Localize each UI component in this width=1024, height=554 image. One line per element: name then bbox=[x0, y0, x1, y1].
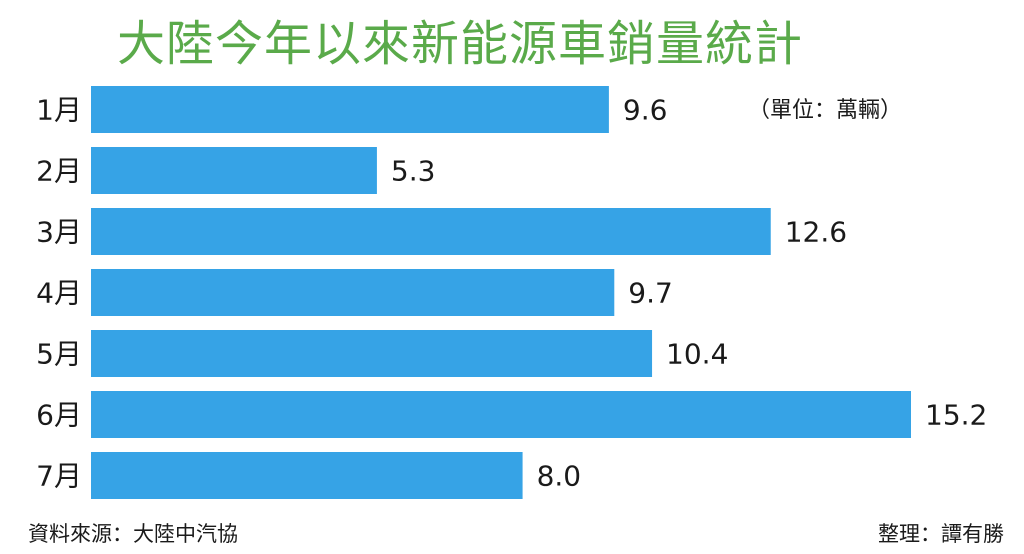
category-label: 7月 bbox=[36, 460, 82, 493]
bar bbox=[91, 269, 615, 316]
category-label: 5月 bbox=[36, 338, 82, 371]
value-label: 9.6 bbox=[623, 94, 668, 127]
value-label: 10.4 bbox=[666, 338, 728, 371]
category-label: 2月 bbox=[36, 155, 82, 188]
value-label: 5.3 bbox=[391, 155, 436, 188]
value-label: 12.6 bbox=[785, 216, 847, 249]
value-label: 8.0 bbox=[537, 460, 582, 493]
value-label: 15.2 bbox=[925, 399, 987, 432]
bar bbox=[91, 86, 609, 133]
category-label: 6月 bbox=[36, 399, 82, 432]
bar bbox=[91, 330, 653, 377]
editor-note: 整理：譚有勝 bbox=[878, 522, 1004, 546]
value-label: 9.7 bbox=[628, 277, 673, 310]
bar bbox=[91, 208, 771, 255]
chart-title: 大陸今年以來新能源車銷量統計 bbox=[116, 16, 803, 72]
category-label: 3月 bbox=[36, 216, 82, 249]
category-label: 4月 bbox=[36, 277, 82, 310]
bar bbox=[91, 147, 377, 194]
bar bbox=[91, 391, 911, 438]
unit-label: （單位：萬輛） bbox=[748, 98, 903, 123]
bar bbox=[91, 452, 523, 499]
category-label: 1月 bbox=[36, 94, 82, 127]
source-note: 資料來源：大陸中汽協 bbox=[28, 522, 238, 546]
